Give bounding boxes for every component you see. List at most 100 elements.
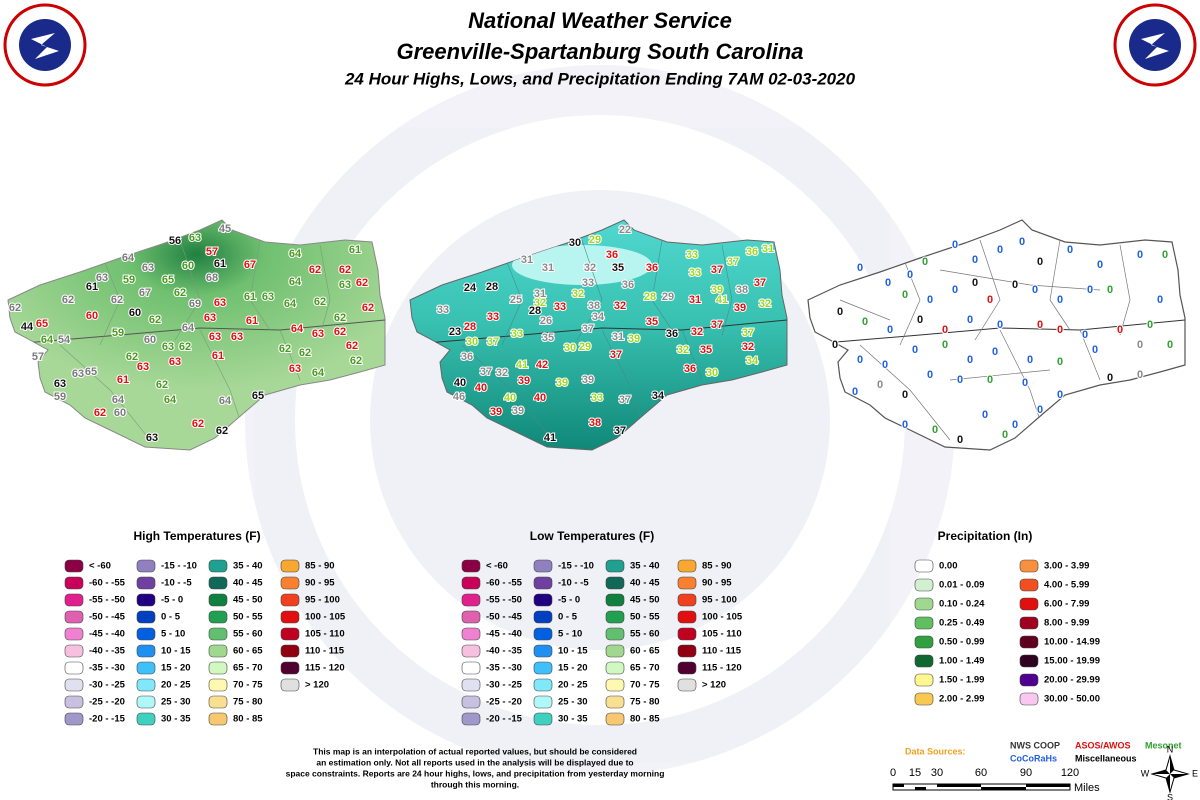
legend-swatch <box>533 661 553 675</box>
legend-swatch <box>533 695 553 709</box>
station-value: 35 <box>700 344 712 356</box>
legend-label: 80 - 85 <box>630 714 660 725</box>
legend-swatch <box>136 627 156 641</box>
legend-swatch <box>64 644 84 658</box>
station-value: 30 <box>569 237 581 249</box>
legend-swatch <box>461 576 481 590</box>
station-value: 0 <box>837 306 843 318</box>
station-value: 62 <box>192 418 204 430</box>
legend-label: -60 - -55 <box>486 578 523 589</box>
station-value: 0 <box>942 339 948 351</box>
legend-swatch <box>677 644 697 658</box>
legend-swatch <box>677 593 697 607</box>
legend-swatch <box>64 576 84 590</box>
station-value: 60 <box>144 334 156 346</box>
station-value: 35 <box>612 262 624 274</box>
station-value: 0 <box>967 314 973 326</box>
station-value: 61 <box>214 258 226 270</box>
legend-swatch <box>280 678 300 692</box>
station-value: 63 <box>231 331 243 343</box>
legend-swatch <box>208 678 228 692</box>
station-value: 62 <box>111 294 123 306</box>
station-value: 0 <box>972 277 978 289</box>
station-value: 46 <box>453 391 465 403</box>
source: CoCoRaHs <box>1010 753 1057 763</box>
station-value: 0 <box>1092 344 1098 356</box>
legend-label: 20 - 25 <box>161 680 191 691</box>
legend-swatch <box>136 576 156 590</box>
legend-swatch <box>280 644 300 658</box>
legend-swatch <box>677 559 697 573</box>
legend-label: 110 - 115 <box>305 646 345 657</box>
legend-label: 65 - 70 <box>630 663 660 674</box>
source: ASOS/AWOS <box>1075 740 1131 750</box>
station-value: 65 <box>252 390 264 402</box>
station-value: 63 <box>312 328 324 340</box>
station-value: 0 <box>1157 294 1163 306</box>
legend-label: -25 - -20 <box>486 697 522 708</box>
station-value: 63 <box>96 272 108 284</box>
scale-label: 60 <box>975 767 987 779</box>
legend-label: 20 - 25 <box>558 680 588 691</box>
note-line: space constraints. Reports are 24 hour h… <box>286 768 665 778</box>
station-value: 36 <box>461 351 473 363</box>
legend-swatch <box>914 616 934 630</box>
legend-label: 25 - 30 <box>161 697 191 708</box>
station-value: 37 <box>619 394 631 406</box>
station-value: 41 <box>544 432 556 444</box>
legend-swatch <box>677 576 697 590</box>
legend-swatch <box>533 678 553 692</box>
station-value: 39 <box>734 302 746 314</box>
legend-label: -55 - -50 <box>89 595 125 606</box>
station-value: 0 <box>927 294 933 306</box>
legend-swatch <box>914 692 934 706</box>
station-value: 40 <box>454 377 466 389</box>
station-value: 0 <box>877 379 883 391</box>
station-value: 0 <box>902 419 908 431</box>
legend-label: > 120 <box>305 680 329 691</box>
legend-label: 35 - 40 <box>233 561 263 572</box>
legend-label: -30 - -25 <box>486 680 523 691</box>
station-value: 63 <box>339 279 351 291</box>
legend-label: 45 - 50 <box>630 595 660 606</box>
station-value: 0 <box>957 374 963 386</box>
legend-swatch <box>280 627 300 641</box>
station-value: 59 <box>54 391 66 403</box>
station-value: 0 <box>1057 324 1063 336</box>
station-value: 40 <box>504 392 516 404</box>
legend-label: -25 - -20 <box>89 697 125 708</box>
station-value: 0 <box>927 369 933 381</box>
station-value: 37 <box>754 277 766 289</box>
scale-label: 30 <box>931 767 943 779</box>
station-value: 29 <box>662 291 674 303</box>
station-value: 62 <box>126 351 138 363</box>
legend-label: 50 - 55 <box>233 612 263 623</box>
station-value: 33 <box>487 311 499 323</box>
station-value: 33 <box>686 249 698 261</box>
station-value: 32 <box>534 297 546 309</box>
station-value: 33 <box>689 267 701 279</box>
legend-swatch <box>677 627 697 641</box>
station-value: 0 <box>1162 249 1168 261</box>
station-value: 0 <box>1117 324 1123 336</box>
legend-label: 105 - 110 <box>305 629 345 640</box>
station-value: 64 <box>291 323 304 335</box>
station-value: 57 <box>206 246 218 258</box>
station-value: 32 <box>759 298 771 310</box>
legend-swatch <box>64 559 84 573</box>
station-value: 41 <box>516 359 528 371</box>
station-value: 0 <box>902 389 908 401</box>
station-value: 62 <box>362 302 374 314</box>
legend-label: 20.00 - 29.99 <box>1044 675 1100 686</box>
source: Miscellaneous <box>1075 753 1137 763</box>
station-value: 0 <box>952 239 958 251</box>
legend-label: -40 - -35 <box>486 646 523 657</box>
station-value: 68 <box>206 272 218 284</box>
legend-label: 10.00 - 14.99 <box>1044 637 1100 648</box>
legend-label: -55 - -50 <box>486 595 522 606</box>
station-value: 0 <box>862 316 868 328</box>
legend-label: 0.01 - 0.09 <box>939 580 984 591</box>
station-value: 39 <box>582 374 594 386</box>
scale-bar: 0 15 30 60 90 120 Miles <box>890 767 1100 794</box>
